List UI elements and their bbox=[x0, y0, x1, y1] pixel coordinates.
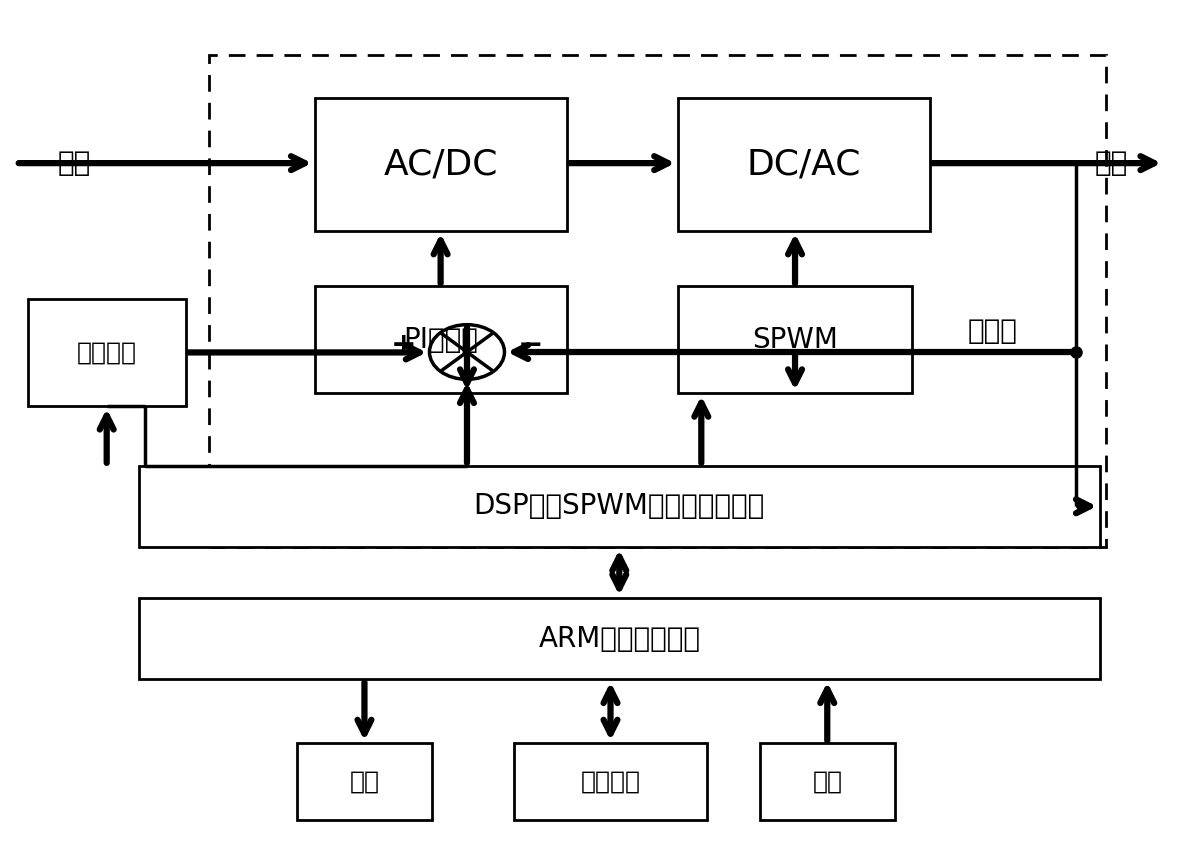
Bar bbox=[677, 98, 930, 230]
Bar bbox=[315, 98, 566, 230]
Text: DC/AC: DC/AC bbox=[747, 148, 861, 181]
Text: 给定电路: 给定电路 bbox=[77, 340, 137, 364]
Text: DSP宽频SPWM与信号处理系统: DSP宽频SPWM与信号处理系统 bbox=[473, 492, 765, 520]
Bar bbox=[139, 466, 1100, 547]
Bar bbox=[297, 743, 432, 821]
Text: 激励源: 激励源 bbox=[968, 317, 1017, 344]
Text: 按键: 按键 bbox=[812, 770, 843, 794]
Text: PI调节器: PI调节器 bbox=[404, 325, 478, 354]
Bar bbox=[677, 287, 912, 393]
Text: 通信接口: 通信接口 bbox=[581, 770, 641, 794]
Text: −: − bbox=[518, 331, 543, 360]
Text: SPWM: SPWM bbox=[752, 325, 838, 354]
Bar bbox=[27, 299, 185, 406]
Text: 显示: 显示 bbox=[349, 770, 380, 794]
Bar bbox=[760, 743, 894, 821]
Text: AC/DC: AC/DC bbox=[384, 148, 498, 181]
Bar bbox=[209, 55, 1106, 547]
Text: 输入: 输入 bbox=[58, 149, 91, 177]
Bar bbox=[513, 743, 707, 821]
Bar bbox=[315, 287, 566, 393]
Text: ARM人机交互系统: ARM人机交互系统 bbox=[538, 625, 700, 652]
Text: 输出: 输出 bbox=[1095, 149, 1128, 177]
Bar bbox=[139, 598, 1100, 679]
Text: +: + bbox=[391, 331, 417, 360]
